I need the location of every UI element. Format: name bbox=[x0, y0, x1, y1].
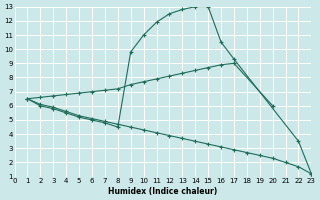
X-axis label: Humidex (Indice chaleur): Humidex (Indice chaleur) bbox=[108, 187, 218, 196]
